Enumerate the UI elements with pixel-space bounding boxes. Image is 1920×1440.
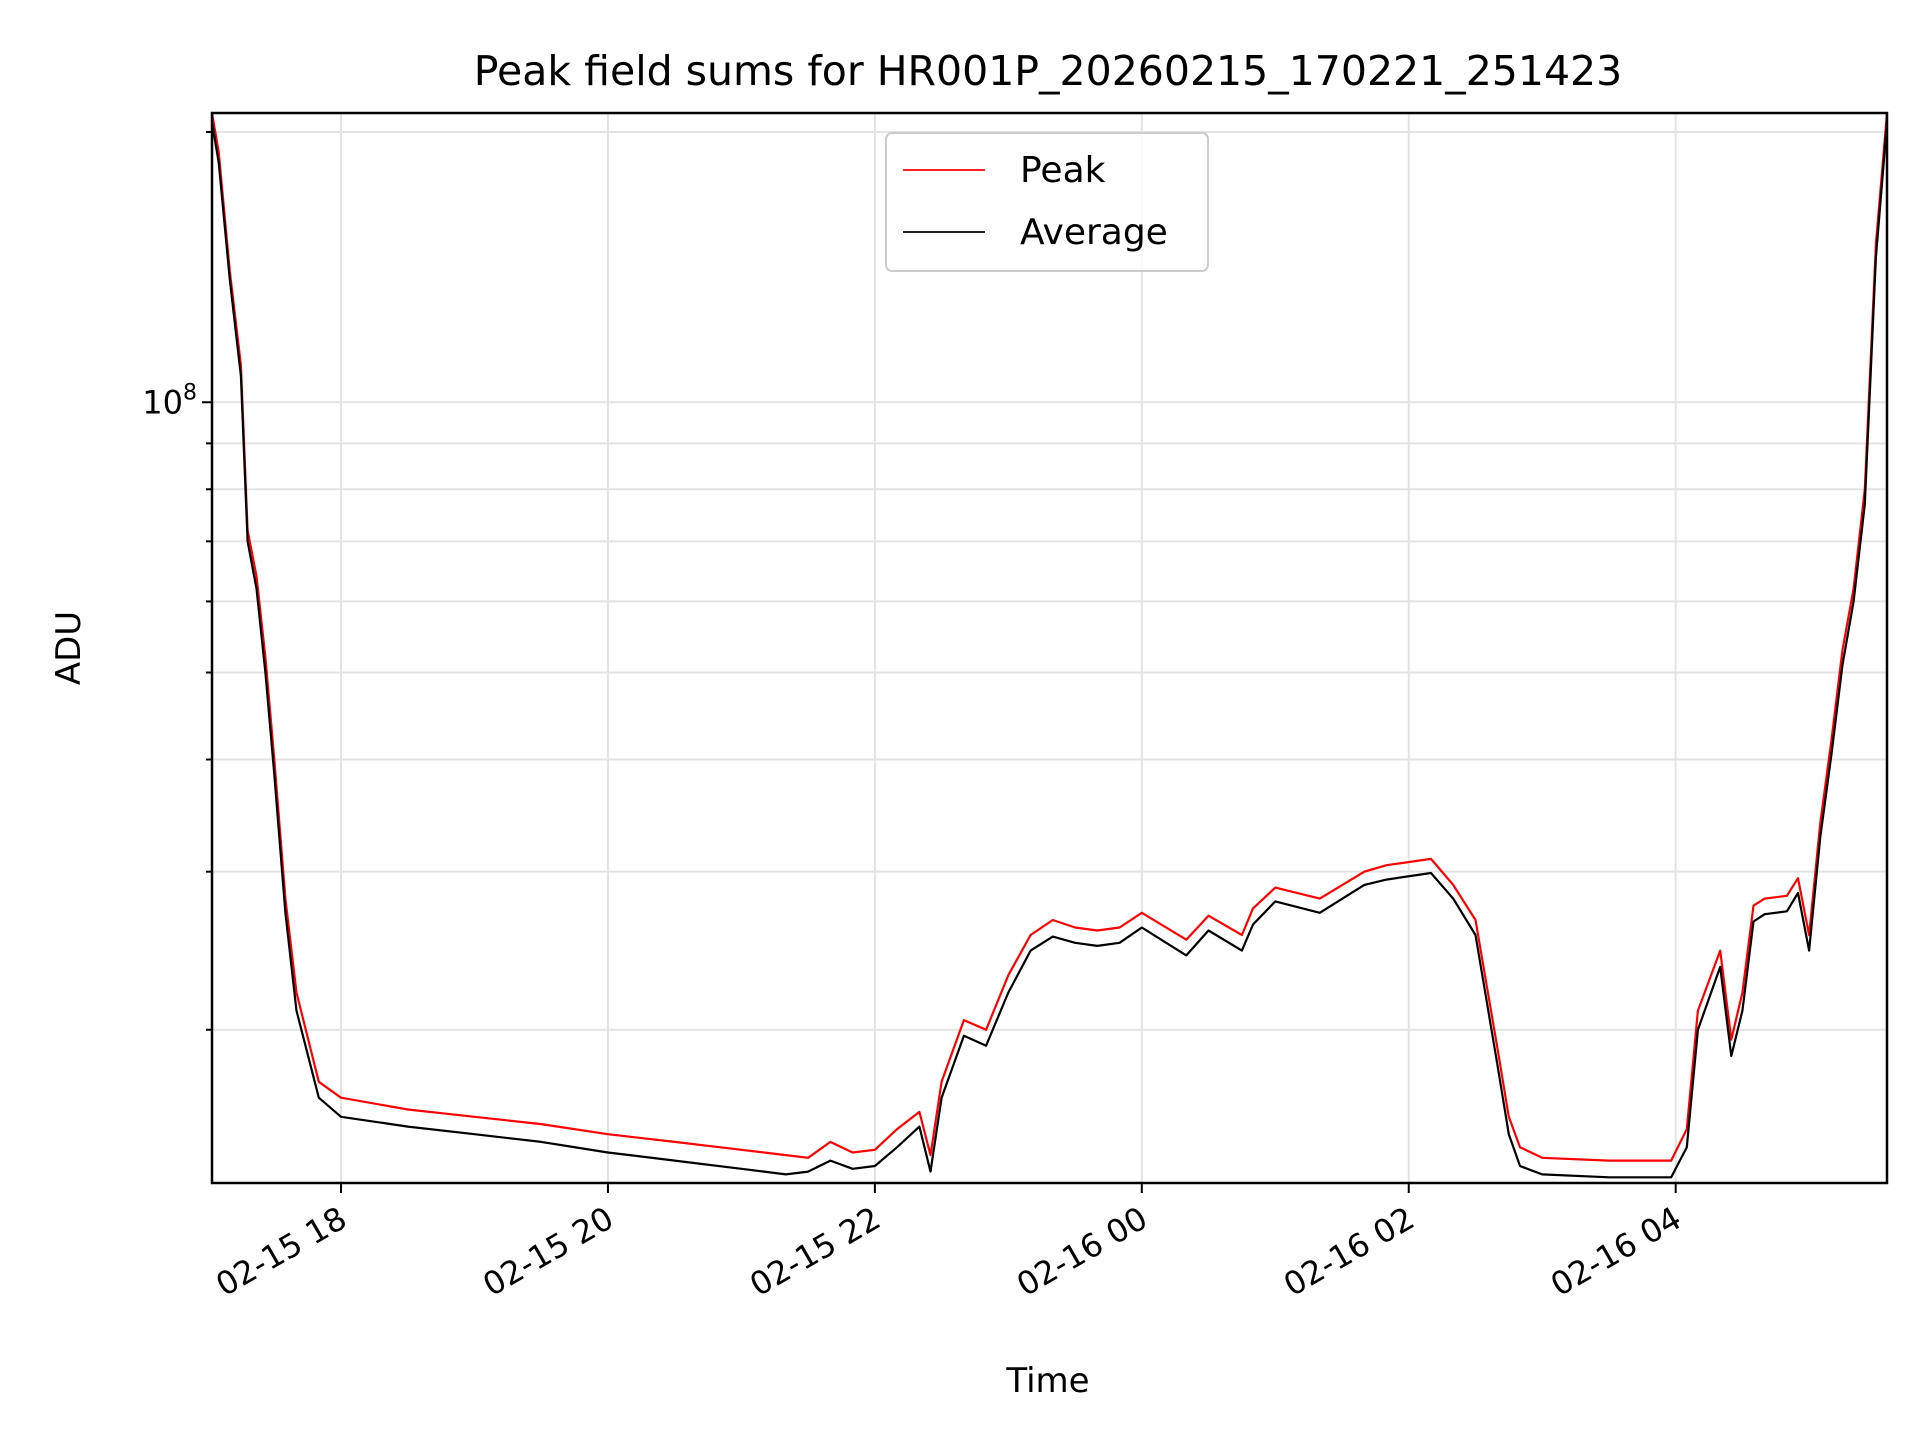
grid-layer [212,113,1887,1183]
chart-title: Peak field sums for HR001P_20260215_1702… [474,47,1622,95]
plot-frame [210,111,1889,1185]
x-axis-label: Time [1005,1361,1089,1401]
series-line-peak [212,113,1887,1162]
legend-peak-label: Peak [1020,150,1106,191]
series-line-average [212,122,1887,1179]
legend-box [885,132,1209,272]
series-layer [212,113,1887,1179]
legend: Peak Average [885,132,1209,272]
y-axis-label: ADU [49,611,89,685]
y-tick-label: 108 [142,380,197,421]
legend-average-label: Average [1020,212,1168,253]
